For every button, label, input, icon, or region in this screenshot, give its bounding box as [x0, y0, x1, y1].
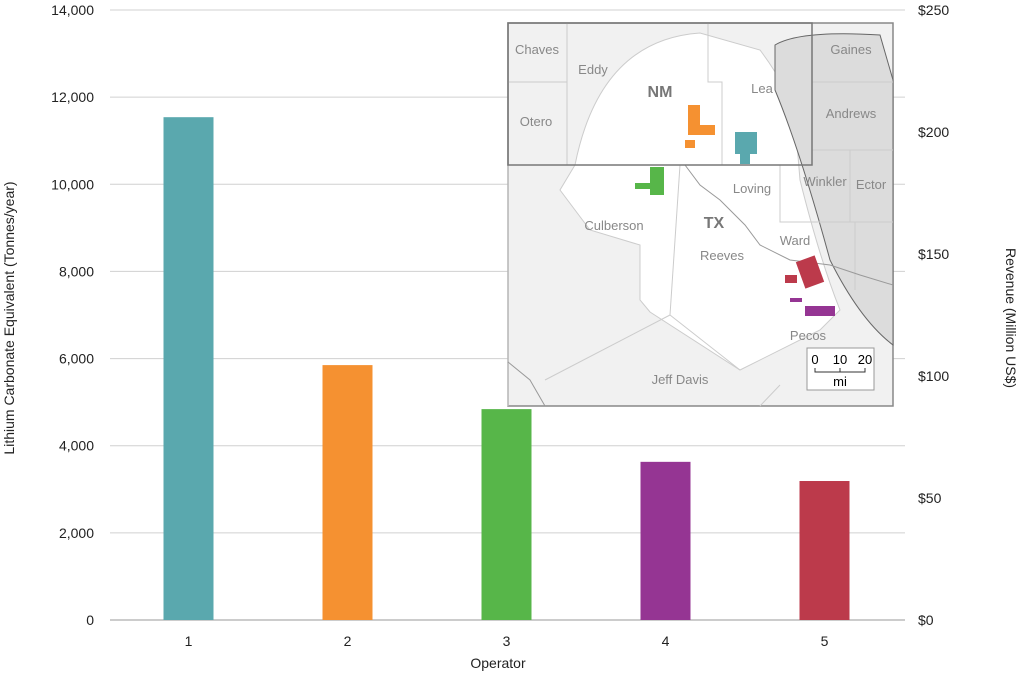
y2-tick-label: $250 [918, 2, 949, 18]
y-tick-label: 8,000 [59, 263, 94, 279]
y-tick-label: 6,000 [59, 351, 94, 367]
y2-tick-label: $0 [918, 612, 934, 628]
bar-operator-4 [640, 461, 691, 620]
y2-axis-label: Revenue (Million US$) [1003, 248, 1019, 388]
scale-tick-20: 20 [858, 352, 872, 367]
y2-tick-label: $150 [918, 246, 949, 262]
y2-tick-label: $50 [918, 490, 942, 506]
y-tick-label: 14,000 [51, 2, 94, 18]
x-tick-label: 4 [662, 633, 670, 649]
scale-tick-10: 10 [833, 352, 847, 367]
x-tick-label: 2 [344, 633, 352, 649]
map-inset: Chaves Eddy Otero Lea Gaines Andrews Loving Win… [507, 22, 894, 407]
y-tick-label: 0 [86, 612, 94, 628]
y2-tick-label: $100 [918, 368, 949, 384]
x-tick-label: 3 [503, 633, 511, 649]
y-tick-label: 12,000 [51, 89, 94, 105]
scale-unit: mi [833, 374, 847, 389]
x-tick-label: 1 [185, 633, 193, 649]
county-label: Jeff Davis [652, 372, 709, 387]
y2-tick-label: $200 [918, 124, 949, 140]
x-axis-label: Operator [470, 655, 526, 671]
bar-operator-5 [799, 481, 850, 620]
county-label: Reeves [700, 248, 745, 263]
y-tick-label: 2,000 [59, 525, 94, 541]
bar-operator-1 [163, 117, 214, 620]
county-label: Otero [520, 114, 553, 129]
y-tick-label: 10,000 [51, 176, 94, 192]
y-tick-label: 4,000 [59, 438, 94, 454]
county-label: Ward [780, 233, 811, 248]
y-axis-label: Lithium Carbonate Equivalent (Tonnes/yea… [1, 181, 17, 454]
x-tick-label: 5 [821, 633, 829, 649]
county-label: Ector [856, 177, 887, 192]
county-label: Lea [751, 81, 773, 96]
scale-tick-0: 0 [811, 352, 818, 367]
bar-operator-3 [481, 409, 532, 620]
county-label: Loving [733, 181, 771, 196]
county-label: Winkler [803, 174, 847, 189]
state-label-tx: TX [704, 215, 725, 232]
county-label: Chaves [515, 42, 560, 57]
county-label: Gaines [830, 42, 872, 57]
county-label: Eddy [578, 62, 608, 77]
county-label: Pecos [790, 328, 827, 343]
state-label-nm: NM [648, 84, 673, 101]
county-label: Andrews [826, 106, 877, 121]
bar-operator-2 [322, 365, 373, 620]
county-label: Culberson [584, 218, 643, 233]
